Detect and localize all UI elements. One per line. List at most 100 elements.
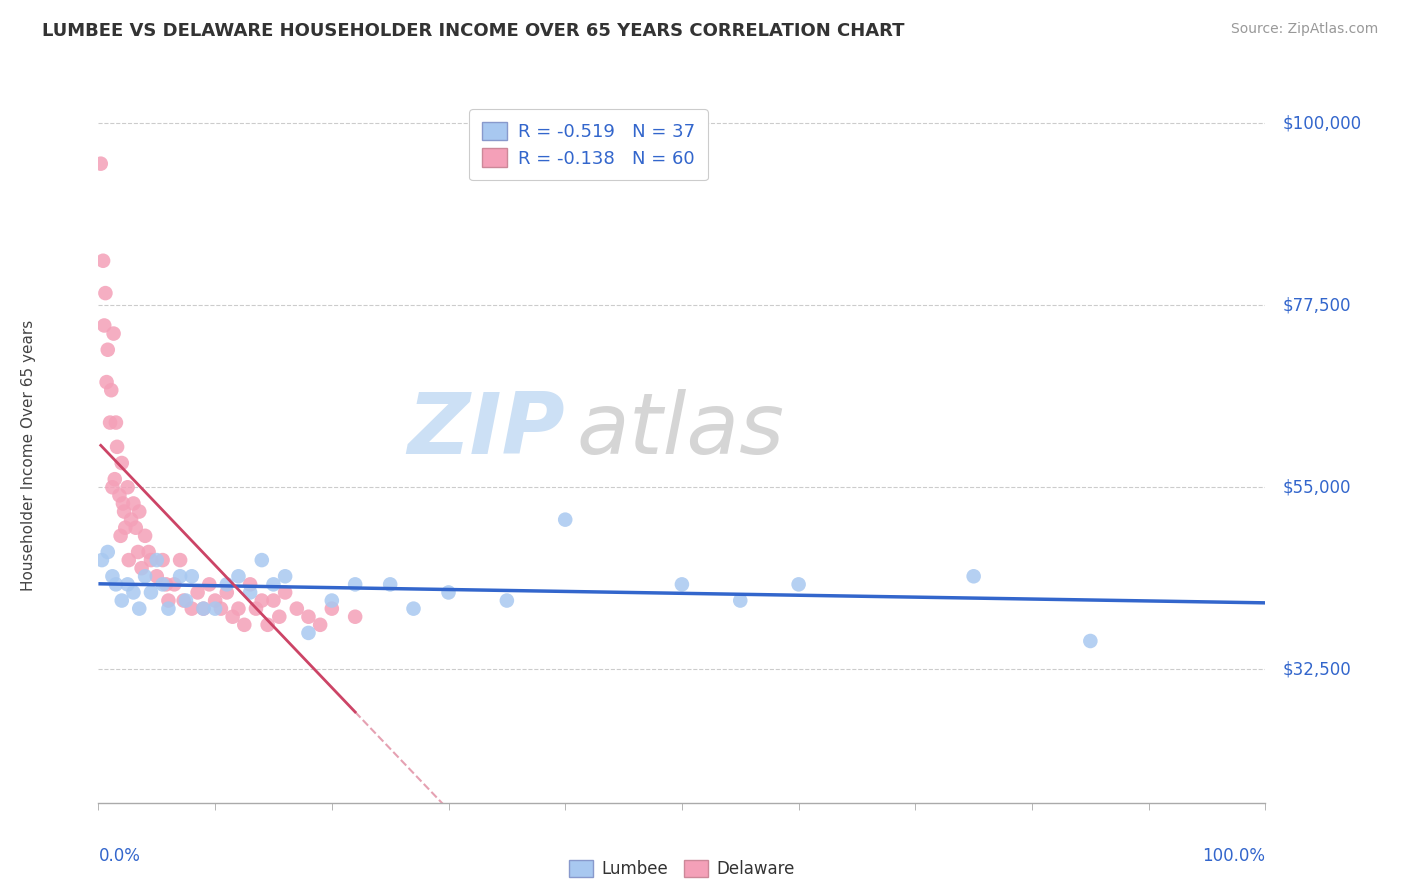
- Point: [169, 569, 191, 583]
- Text: atlas: atlas: [576, 389, 785, 472]
- Point: [93, 318, 115, 333]
- Point: [97, 545, 120, 559]
- Text: $32,500: $32,500: [1282, 660, 1351, 678]
- Point: [105, 440, 128, 454]
- Point: [215, 585, 238, 599]
- Point: [233, 617, 256, 632]
- Point: [285, 601, 308, 615]
- Point: [344, 577, 367, 591]
- Point: [111, 456, 134, 470]
- Point: [274, 585, 297, 599]
- Text: Householder Income Over 65 years: Householder Income Over 65 years: [21, 319, 37, 591]
- Text: $77,500: $77,500: [1282, 296, 1351, 314]
- Point: [274, 569, 297, 583]
- Point: [209, 601, 232, 615]
- Point: [111, 496, 134, 510]
- Point: [108, 488, 131, 502]
- Point: [215, 577, 238, 591]
- Legend: Lumbee, Delaware: Lumbee, Delaware: [562, 854, 801, 885]
- Point: [112, 504, 135, 518]
- Point: [671, 577, 693, 591]
- Point: [297, 609, 319, 624]
- Point: [128, 504, 150, 518]
- Point: [101, 569, 124, 583]
- Point: [180, 569, 202, 583]
- Text: $100,000: $100,000: [1282, 114, 1362, 132]
- Text: $55,000: $55,000: [1282, 478, 1351, 496]
- Point: [110, 529, 132, 543]
- Point: [321, 601, 343, 615]
- Point: [96, 375, 118, 389]
- Point: [256, 617, 278, 632]
- Point: [1080, 634, 1102, 648]
- Point: [193, 601, 215, 615]
- Point: [114, 521, 136, 535]
- Point: [100, 383, 122, 397]
- Point: [169, 553, 191, 567]
- Point: [139, 553, 162, 567]
- Point: [174, 593, 197, 607]
- Point: [117, 577, 139, 591]
- Point: [193, 601, 215, 615]
- Point: [152, 577, 174, 591]
- Point: [250, 593, 273, 607]
- Point: [228, 569, 250, 583]
- Point: [90, 553, 112, 567]
- Point: [228, 601, 250, 615]
- Point: [787, 577, 810, 591]
- Point: [402, 601, 425, 615]
- Point: [139, 585, 162, 599]
- Point: [180, 601, 202, 615]
- Point: [262, 577, 284, 591]
- Point: [554, 513, 576, 527]
- Point: [128, 601, 150, 615]
- Point: [157, 601, 180, 615]
- Point: [138, 545, 160, 559]
- Point: [962, 569, 984, 583]
- Point: [101, 480, 124, 494]
- Point: [221, 609, 243, 624]
- Point: [98, 416, 121, 430]
- Point: [157, 593, 180, 607]
- Point: [90, 156, 112, 170]
- Point: [204, 593, 226, 607]
- Text: 0.0%: 0.0%: [98, 847, 141, 865]
- Point: [134, 529, 156, 543]
- Point: [198, 577, 221, 591]
- Point: [730, 593, 752, 607]
- Point: [120, 513, 142, 527]
- Point: [309, 617, 332, 632]
- Point: [131, 561, 153, 575]
- Point: [125, 521, 148, 535]
- Point: [104, 577, 127, 591]
- Point: [245, 601, 267, 615]
- Point: [134, 569, 156, 583]
- Point: [437, 585, 460, 599]
- Point: [104, 472, 127, 486]
- Point: [269, 609, 291, 624]
- Point: [94, 286, 117, 301]
- Point: [262, 593, 284, 607]
- Point: [127, 545, 149, 559]
- Point: [111, 593, 134, 607]
- Point: [104, 416, 127, 430]
- Point: [122, 496, 145, 510]
- Point: [378, 577, 402, 591]
- Point: [146, 569, 169, 583]
- Point: [495, 593, 517, 607]
- Point: [146, 553, 169, 567]
- Point: [122, 585, 145, 599]
- Point: [163, 577, 186, 591]
- Point: [155, 577, 177, 591]
- Point: [344, 609, 367, 624]
- Text: LUMBEE VS DELAWARE HOUSEHOLDER INCOME OVER 65 YEARS CORRELATION CHART: LUMBEE VS DELAWARE HOUSEHOLDER INCOME OV…: [42, 22, 904, 40]
- Point: [103, 326, 125, 341]
- Text: Source: ZipAtlas.com: Source: ZipAtlas.com: [1230, 22, 1378, 37]
- Point: [97, 343, 120, 357]
- Point: [239, 585, 262, 599]
- Point: [91, 253, 114, 268]
- Point: [173, 593, 195, 607]
- Point: [152, 553, 174, 567]
- Point: [250, 553, 273, 567]
- Text: ZIP: ZIP: [408, 389, 565, 472]
